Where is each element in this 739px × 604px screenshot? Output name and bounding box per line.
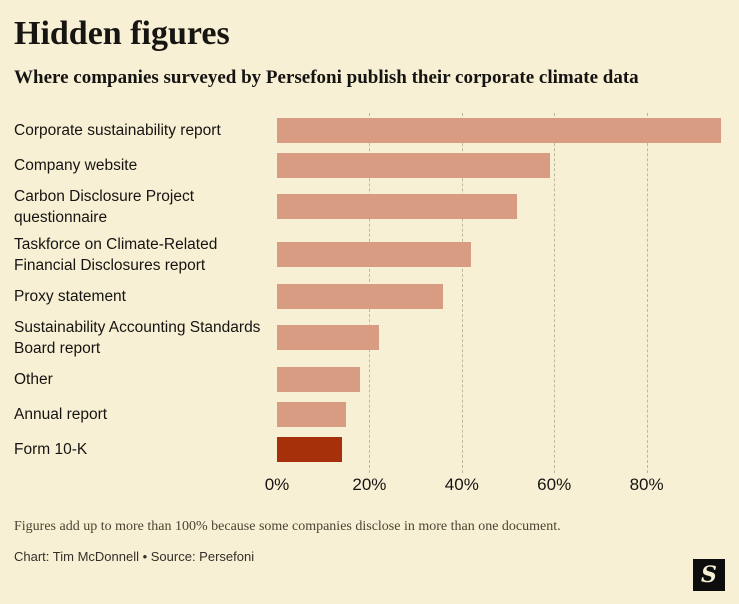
bar-track (277, 117, 739, 143)
bar-8 (277, 401, 347, 427)
bar-track (277, 401, 739, 427)
chart-row: Taskforce on Climate-Related Financial D… (14, 231, 739, 279)
chart-credit: Chart: Tim McDonnell • Source: Persefoni (14, 548, 255, 564)
bar-track (277, 242, 739, 268)
bar-track (277, 325, 739, 351)
category-label: Proxy statement (14, 287, 126, 305)
x-axis: 0% 20% 40% 60% 80% (265, 474, 739, 497)
chart-subtitle: Where companies surveyed by Persefoni pu… (14, 66, 639, 88)
category-label: Other (14, 370, 53, 388)
plot-area: Corporate sustainability report Company w… (14, 112, 739, 473)
chart-footnote: Figures add up to more than 100% because… (14, 518, 561, 534)
bar-5 (277, 283, 444, 309)
grid-line (554, 112, 556, 473)
category-label: Carbon Disclosure Project questionnaire (14, 187, 195, 226)
bar-track (277, 194, 739, 220)
semafor-logo: S (693, 559, 725, 591)
page-title: Hidden figures (14, 15, 230, 52)
bar-6 (277, 325, 379, 351)
x-tick-label: 80% (629, 474, 664, 494)
bar-7 (277, 366, 361, 392)
category-label: Sustainability Accounting Standards Boar… (14, 318, 261, 357)
chart-row: Corporate sustainability report (14, 113, 739, 148)
category-label: Corporate sustainability report (14, 121, 221, 139)
category-label: Form 10-K (14, 440, 88, 458)
category-label: Company website (14, 156, 138, 174)
category-label: Annual report (14, 405, 108, 423)
grid-line (646, 112, 648, 473)
x-tick-label: 60% (537, 474, 572, 494)
bar-1 (277, 117, 721, 143)
bar-3 (277, 194, 518, 220)
bar-track (277, 283, 739, 309)
chart-row: Carbon Disclosure Project questionnaire (14, 183, 739, 231)
bar-track (277, 366, 739, 392)
chart-row: Sustainability Accounting Standards Boar… (14, 314, 739, 362)
x-tick-label: 20% (352, 474, 387, 494)
chart-row: Annual report (14, 397, 739, 432)
bar-2 (277, 152, 550, 178)
bar-chart: Corporate sustainability report Company w… (14, 112, 739, 497)
category-label: Taskforce on Climate-Related Financial D… (14, 235, 218, 274)
chart-row: Company website (14, 148, 739, 183)
chart-row: Proxy statement (14, 279, 739, 314)
x-tick-label: 40% (444, 474, 479, 494)
semafor-logo-glyph: S (701, 562, 717, 588)
bar-track (277, 152, 739, 178)
bar-track (277, 436, 739, 462)
bar-9 (277, 436, 342, 462)
chart-rows: Corporate sustainability report Company w… (14, 113, 739, 467)
grid-line (461, 112, 463, 473)
chart-row: Form 10-K (14, 432, 739, 467)
chart-row: Other (14, 362, 739, 397)
bar-4 (277, 242, 472, 268)
x-tick-label: 0% (264, 474, 290, 494)
